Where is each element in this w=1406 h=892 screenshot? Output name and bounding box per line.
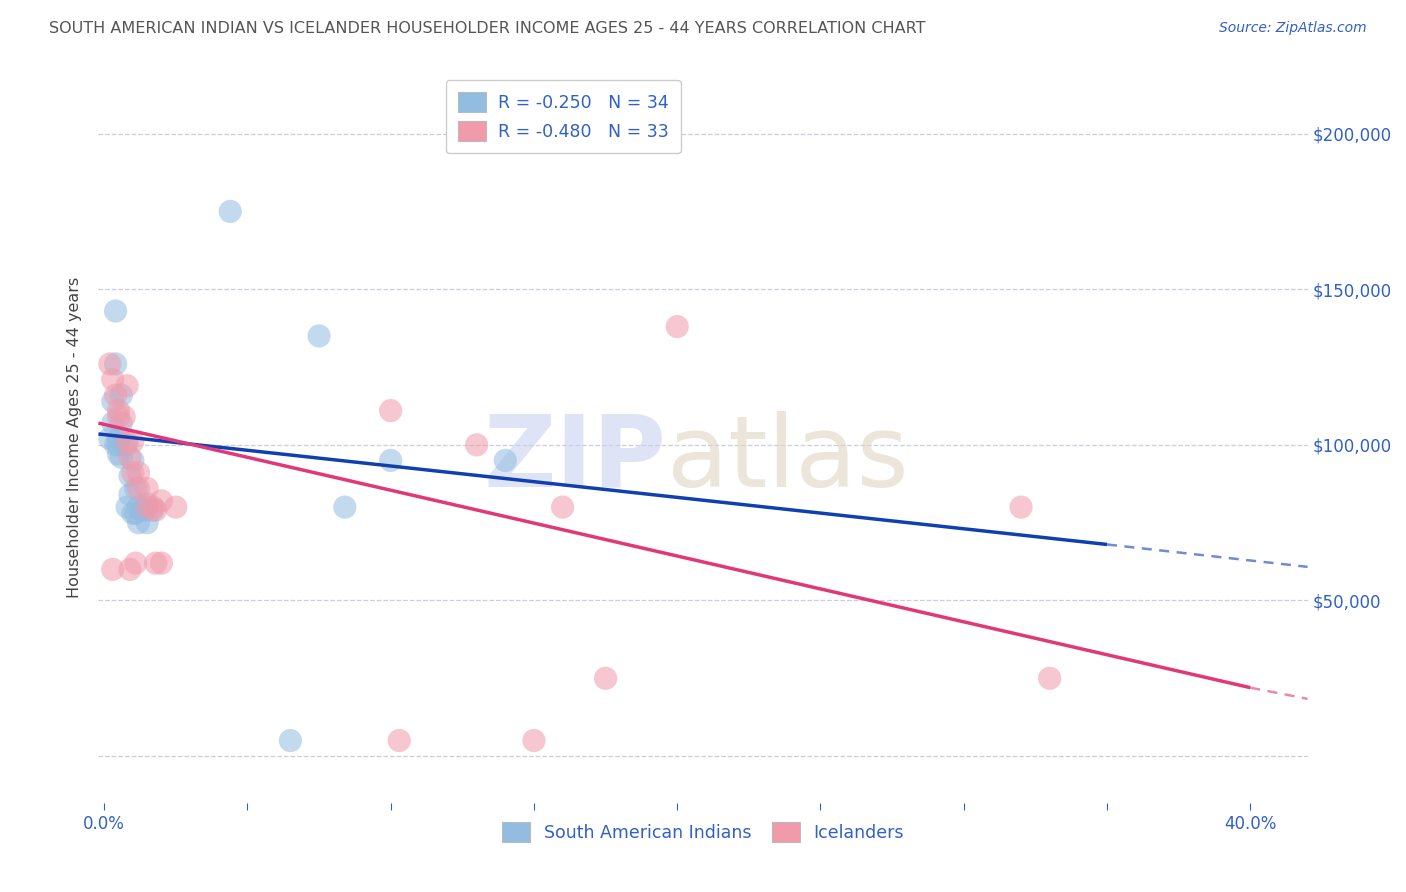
Point: [134, 503, 156, 517]
Point: [124, 506, 146, 520]
Point: [115, 500, 138, 515]
Point: [118, 469, 141, 483]
Point: [131, 503, 153, 517]
Text: atlas: atlas: [666, 410, 908, 508]
Point: [219, 204, 242, 219]
Point: [124, 482, 146, 496]
Point: [136, 500, 159, 515]
Point: [280, 733, 302, 747]
Point: [104, 388, 127, 402]
Point: [121, 466, 143, 480]
Text: Source: ZipAtlas.com: Source: ZipAtlas.com: [1219, 21, 1367, 35]
Point: [380, 453, 402, 467]
Point: [128, 466, 150, 480]
Point: [333, 500, 356, 515]
Point: [595, 671, 617, 685]
Point: [112, 438, 135, 452]
Point: [128, 482, 150, 496]
Point: [388, 733, 411, 747]
Point: [98, 432, 121, 446]
Point: [98, 357, 121, 371]
Point: [465, 438, 488, 452]
Point: [107, 409, 129, 424]
Point: [107, 447, 129, 461]
Point: [115, 434, 138, 449]
Point: [551, 500, 574, 515]
Point: [121, 453, 143, 467]
Point: [165, 500, 187, 515]
Point: [145, 503, 167, 517]
Point: [145, 556, 167, 570]
Y-axis label: Householder Income Ages 25 - 44 years: Householder Income Ages 25 - 44 years: [67, 277, 83, 598]
Point: [107, 432, 129, 446]
Point: [118, 562, 141, 576]
Point: [308, 329, 330, 343]
Point: [118, 450, 141, 465]
Point: [128, 500, 150, 515]
Point: [124, 556, 146, 570]
Point: [101, 394, 124, 409]
Point: [104, 304, 127, 318]
Text: ZIP: ZIP: [484, 410, 666, 508]
Point: [112, 409, 135, 424]
Text: SOUTH AMERICAN INDIAN VS ICELANDER HOUSEHOLDER INCOME AGES 25 - 44 YEARS CORRELA: SOUTH AMERICAN INDIAN VS ICELANDER HOUSE…: [49, 21, 925, 36]
Point: [150, 494, 173, 508]
Point: [101, 562, 124, 576]
Point: [110, 450, 132, 465]
Point: [118, 488, 141, 502]
Legend: South American Indians, Icelanders: South American Indians, Icelanders: [495, 815, 911, 849]
Point: [523, 733, 546, 747]
Point: [494, 453, 516, 467]
Point: [107, 438, 129, 452]
Point: [115, 378, 138, 392]
Point: [666, 319, 689, 334]
Point: [107, 403, 129, 417]
Point: [128, 516, 150, 530]
Point: [142, 503, 165, 517]
Point: [101, 372, 124, 386]
Point: [136, 497, 159, 511]
Point: [380, 403, 402, 417]
Point: [104, 438, 127, 452]
Point: [115, 438, 138, 452]
Point: [121, 434, 143, 449]
Point: [110, 416, 132, 430]
Point: [110, 388, 132, 402]
Point: [101, 416, 124, 430]
Point: [104, 357, 127, 371]
Point: [136, 482, 159, 496]
Point: [136, 516, 159, 530]
Point: [150, 556, 173, 570]
Point: [121, 506, 143, 520]
Point: [1039, 671, 1062, 685]
Point: [1010, 500, 1032, 515]
Point: [142, 500, 165, 515]
